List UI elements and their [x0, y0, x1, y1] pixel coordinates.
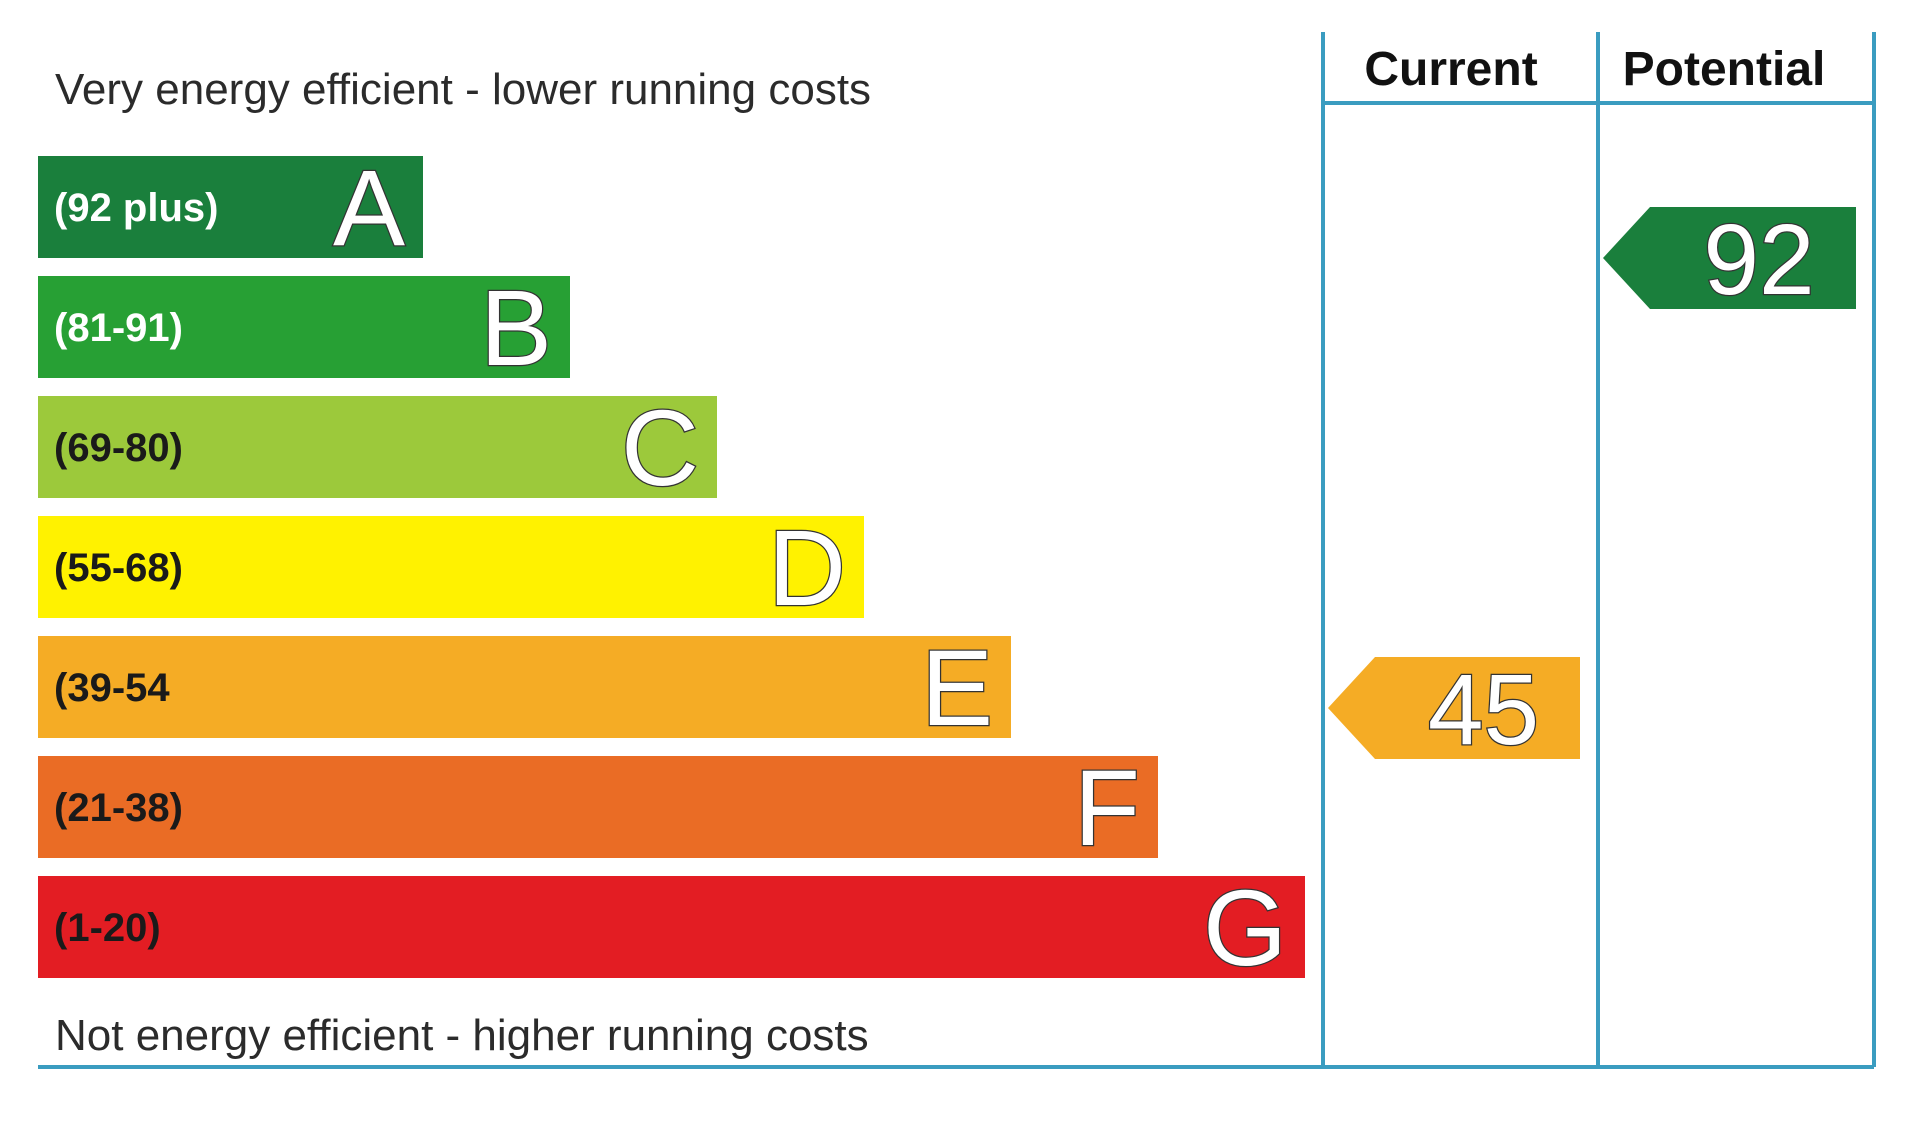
band-f: (21-38) F	[38, 746, 1158, 869]
band-letter-label: A	[333, 147, 405, 268]
band-bar	[38, 516, 864, 618]
band-range-label: (21-38)	[54, 786, 183, 830]
band-range-label: (55-68)	[54, 546, 183, 590]
band-b: (81-91) B	[38, 266, 570, 389]
band-letter-label: B	[480, 267, 552, 388]
band-letter-label: F	[1074, 747, 1140, 868]
band-letter-label: D	[768, 507, 846, 628]
bands: (92 plus) A(81-91) B(69-80) C(55-68) D(39-54…	[38, 146, 1305, 989]
band-letter-label: G	[1203, 867, 1287, 988]
band-range-label: (92 plus)	[54, 186, 218, 230]
band-range-label: (1-20)	[54, 906, 161, 950]
band-g: (1-20) G	[38, 866, 1305, 989]
band-bar	[38, 396, 717, 498]
grid-lines	[38, 32, 1876, 1069]
band-range-label: (69-80)	[54, 426, 183, 470]
band-c: (69-80) C	[38, 386, 717, 509]
band-range-label: (39-54	[54, 666, 170, 710]
top-caption: Very energy efficient - lower running co…	[55, 65, 871, 114]
rating-arrow-shape	[1328, 657, 1580, 759]
band-d: (55-68) D	[38, 506, 864, 629]
band-letter-label: C	[621, 387, 699, 508]
column-header-potential: Potential	[1623, 43, 1826, 96]
band-bar	[38, 756, 1158, 858]
band-bar	[38, 276, 570, 378]
band-bar	[38, 156, 423, 258]
band-e: (39-54 E	[38, 626, 1011, 749]
band-letter-label: E	[921, 627, 993, 748]
column-header-current: Current	[1364, 43, 1537, 96]
band-range-label: (81-91)	[54, 306, 183, 350]
band-bar	[38, 876, 1305, 978]
band-a: (92 plus) A	[38, 146, 423, 269]
rating-arrow-shape	[1603, 207, 1856, 309]
rating-value-label: 92	[1703, 204, 1814, 316]
rating-arrow-current: 45	[1328, 653, 1580, 767]
bottom-caption: Not energy efficient - higher running co…	[55, 1011, 869, 1060]
band-bar	[38, 636, 1011, 738]
rating-value-label: 45	[1428, 654, 1539, 766]
ratings: 45 92	[1328, 203, 1856, 767]
rating-arrow-potential: 92	[1603, 203, 1856, 317]
